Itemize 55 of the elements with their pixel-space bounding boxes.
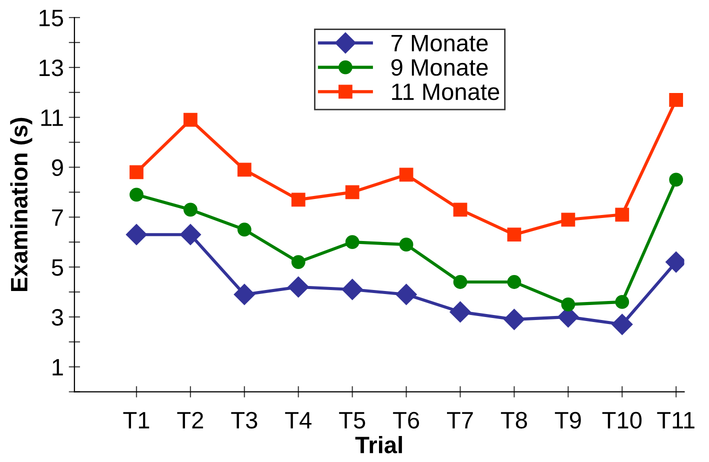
point — [342, 278, 363, 300]
y-axis-title: Examination (s) — [10, 118, 32, 291]
point — [612, 314, 633, 335]
x-tick-label: T6 — [393, 412, 420, 429]
point — [561, 212, 576, 227]
y-tick-label: 3 — [52, 309, 63, 326]
legend-label: 7 Monate — [392, 34, 488, 52]
point — [184, 202, 198, 217]
x-tick-label: T1 — [123, 412, 150, 428]
point — [507, 275, 522, 289]
point — [669, 92, 684, 107]
y-tick-label: 9 — [52, 159, 63, 176]
point — [399, 238, 414, 252]
x-tick-label: T11 — [657, 412, 694, 428]
point — [234, 284, 255, 305]
point — [288, 276, 309, 298]
point — [180, 224, 201, 246]
point — [615, 295, 630, 309]
point — [561, 298, 576, 312]
point — [396, 284, 417, 305]
point — [126, 224, 148, 246]
y-tick-label: 7 — [52, 209, 63, 226]
point — [237, 162, 252, 177]
point — [291, 192, 306, 207]
x-tick-label: T3 — [231, 412, 258, 429]
legend-label: 9 Monate — [391, 59, 488, 76]
x-tick-label: T9 — [554, 412, 581, 429]
point — [237, 222, 252, 237]
point — [291, 255, 306, 269]
y-tick-label: 13 — [40, 60, 63, 76]
point — [399, 168, 414, 182]
point — [453, 275, 468, 289]
point — [450, 301, 471, 322]
y-tick-label: 15 — [40, 10, 64, 26]
x-axis-title: Trial — [355, 436, 402, 454]
point — [345, 235, 360, 250]
point — [453, 202, 468, 217]
point — [669, 172, 684, 187]
x-tick-label: T2 — [177, 412, 204, 428]
point — [130, 188, 144, 202]
x-tick-label: T7 — [447, 412, 473, 428]
legend-label: 11 Monate — [392, 84, 500, 100]
x-tick-label: T5 — [339, 412, 366, 429]
point — [184, 112, 198, 127]
x-tick-label: T4 — [285, 412, 312, 428]
y-tick-label: 5 — [52, 259, 64, 276]
point — [507, 228, 522, 242]
point — [504, 308, 525, 330]
y-tick-label: 1 — [52, 359, 63, 376]
point — [130, 165, 144, 180]
point — [615, 208, 630, 222]
x-tick-label: T8 — [500, 412, 527, 429]
y-tick-label: 11 — [41, 110, 63, 126]
x-tick-label: T10 — [602, 412, 642, 429]
point — [345, 185, 360, 200]
